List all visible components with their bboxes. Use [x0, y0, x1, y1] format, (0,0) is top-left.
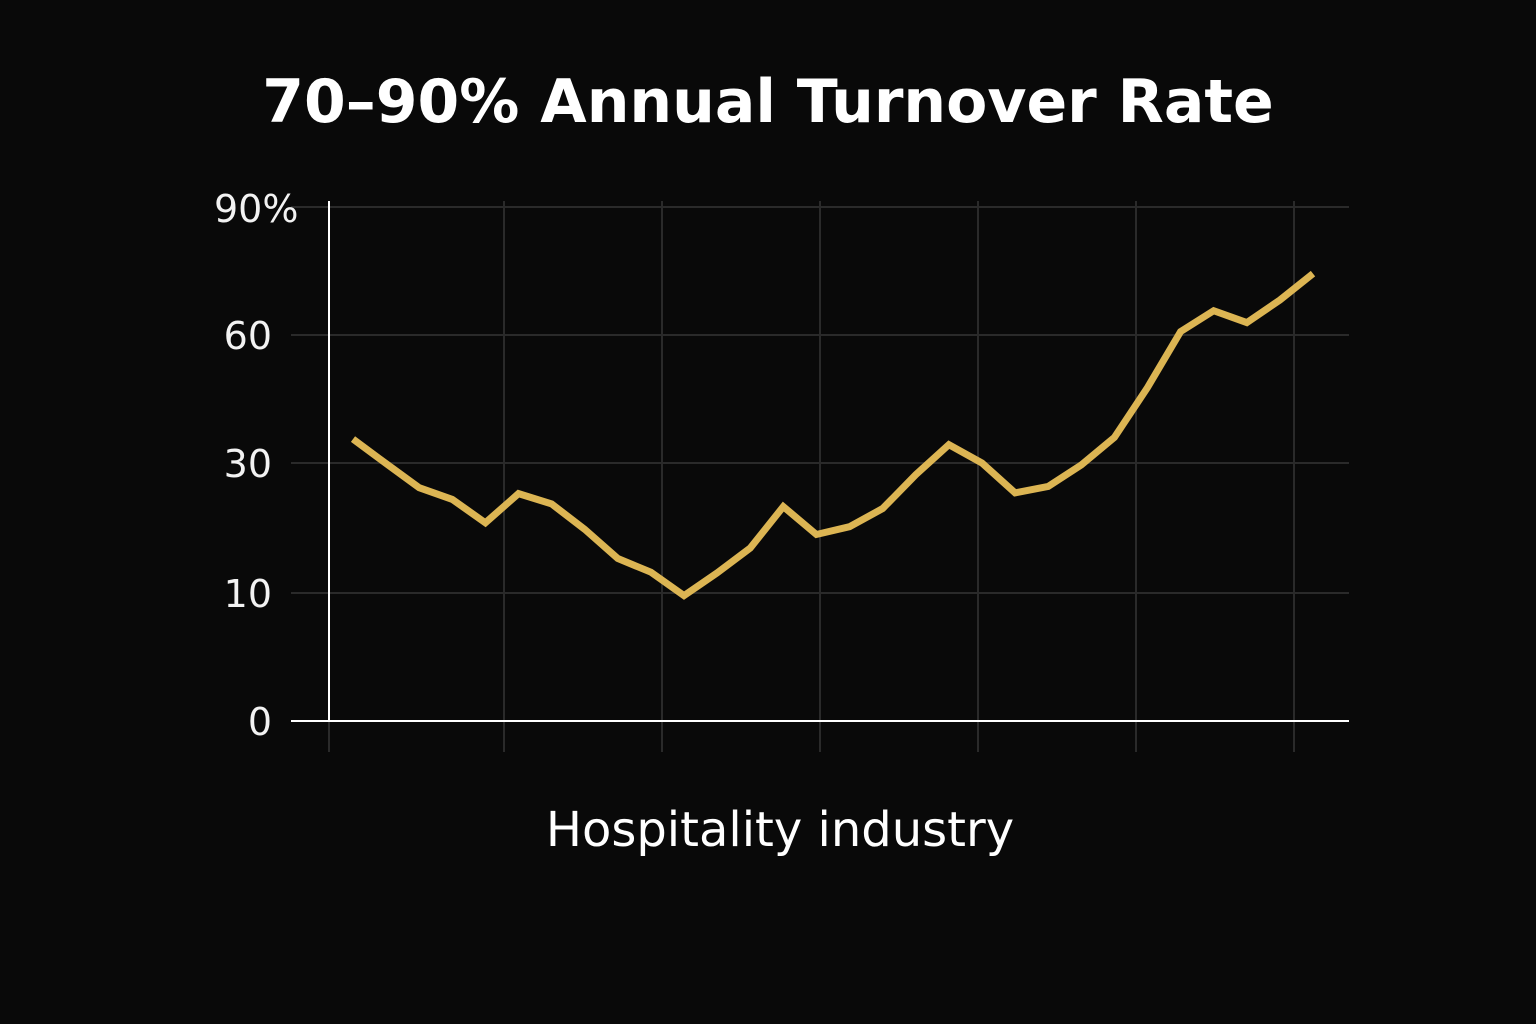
- axes: [291, 201, 1349, 722]
- chart-title: 70–90% Annual Turnover Rate: [262, 67, 1274, 137]
- gridlines: [291, 201, 1349, 752]
- y-tick-label: 60: [224, 314, 272, 358]
- series-lines: [350, 270, 1316, 600]
- y-tick-label: 10: [224, 572, 272, 616]
- y-tick-label: 0: [248, 700, 272, 744]
- y-tick-label: 30: [224, 442, 272, 486]
- x-axis-label: Hospitality industry: [545, 802, 1015, 858]
- y-tick-label: 90%: [214, 187, 298, 231]
- series-line: [350, 270, 1316, 600]
- y-tick-labels: 0 10 30 60 90%: [214, 187, 298, 744]
